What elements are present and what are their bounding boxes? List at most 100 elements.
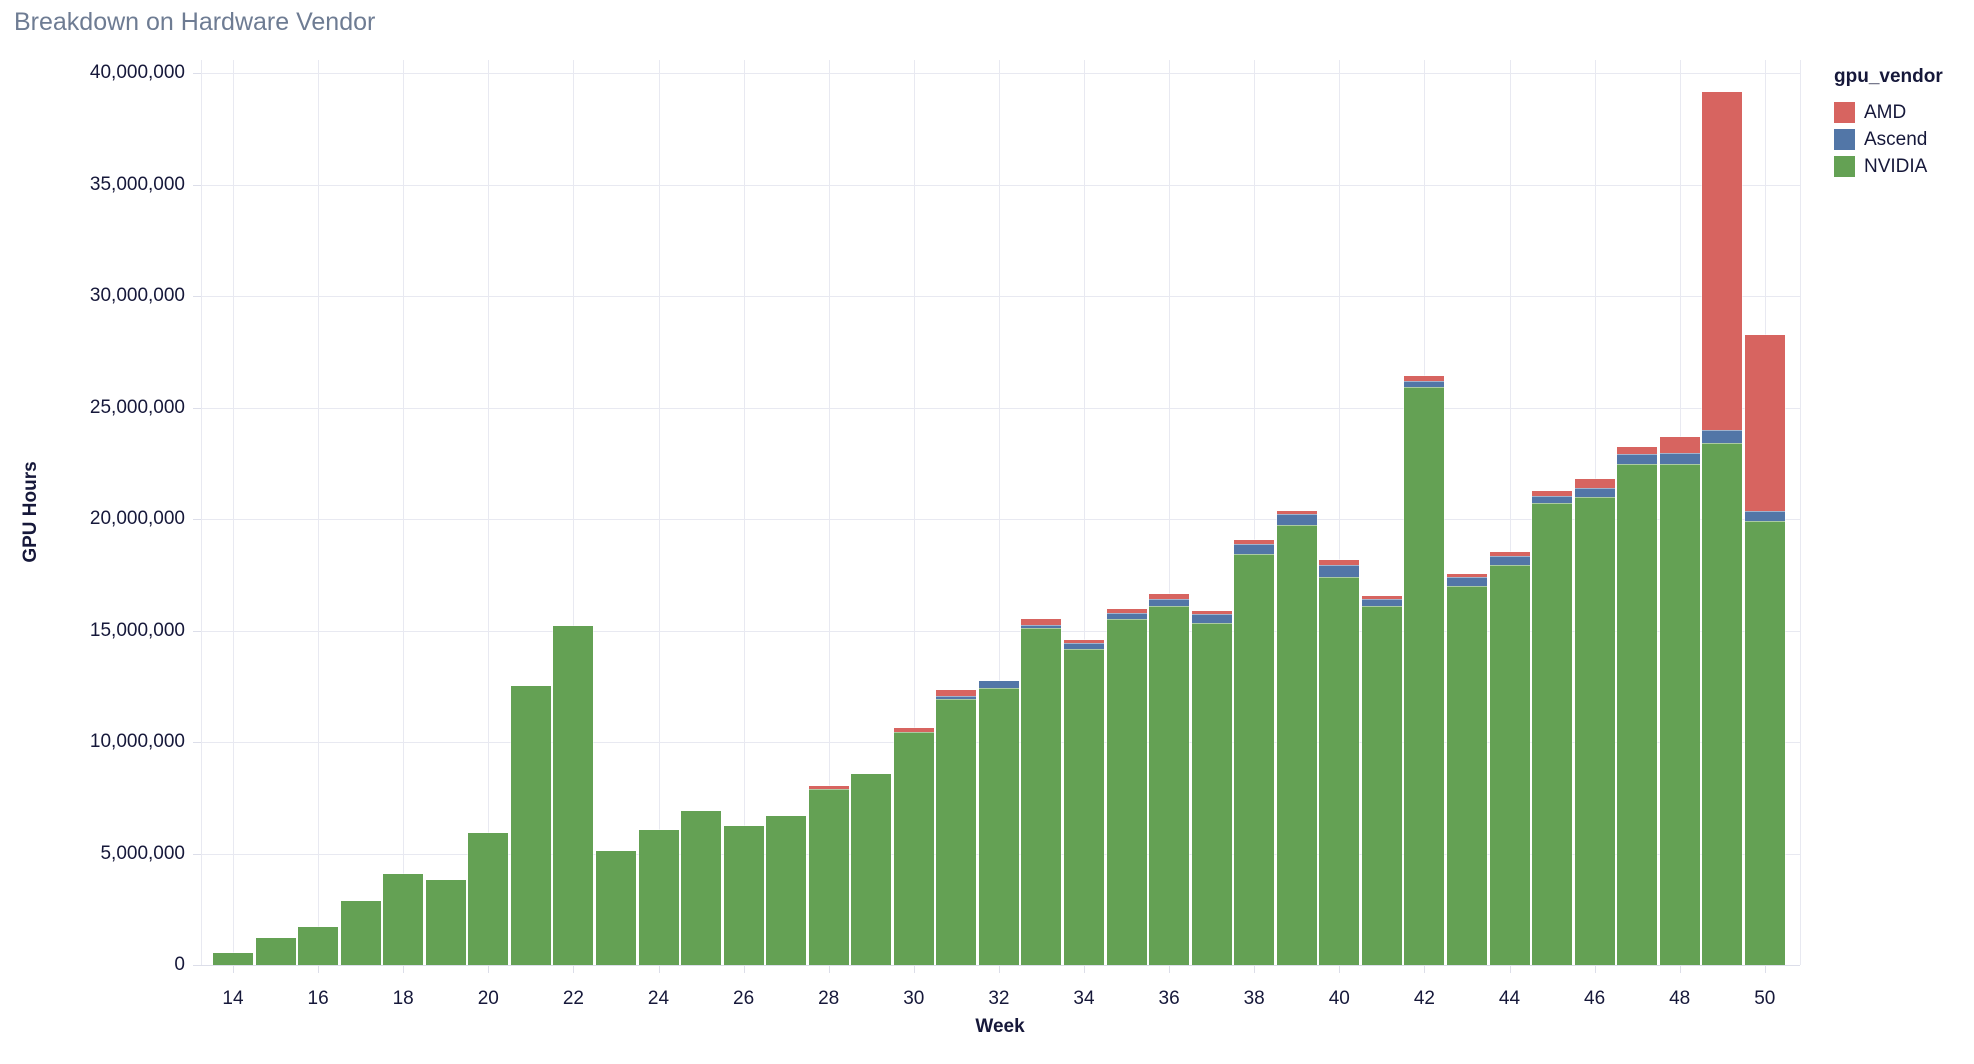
x-tick: [1594, 965, 1596, 973]
bar-segment-amd-week-46[interactable]: [1573, 478, 1616, 489]
bar-segment-nvidia-week-17[interactable]: [339, 900, 382, 966]
bar-segment-amd-week-50[interactable]: [1743, 333, 1786, 513]
bar-segment-nvidia-week-50[interactable]: [1743, 520, 1786, 966]
bar-segment-nvidia-week-30[interactable]: [892, 730, 935, 966]
bar-segment-ascend-week-35[interactable]: [1105, 612, 1148, 621]
bar-segment-nvidia-week-35[interactable]: [1105, 618, 1148, 966]
x-tick: [1509, 965, 1511, 973]
x-tick-label: 20: [477, 988, 499, 1009]
bar-segment-amd-week-49[interactable]: [1701, 91, 1744, 432]
bar-segment-nvidia-week-36[interactable]: [1148, 604, 1191, 966]
bar-segment-amd-week-28[interactable]: [807, 784, 850, 791]
x-tick: [1339, 965, 1341, 973]
x-tick: [1764, 965, 1766, 973]
x-gridline: [913, 60, 915, 965]
bar-segment-amd-week-36[interactable]: [1148, 593, 1191, 600]
bar-segment-nvidia-week-23[interactable]: [594, 850, 637, 966]
bar-segment-amd-week-42[interactable]: [1403, 375, 1446, 382]
bar-segment-nvidia-week-45[interactable]: [1531, 502, 1574, 966]
bar-segment-ascend-week-34[interactable]: [1063, 642, 1105, 651]
bar-segment-ascend-week-36[interactable]: [1148, 597, 1191, 608]
y-tick-label: 0: [174, 954, 185, 975]
bar-segment-nvidia-week-44[interactable]: [1488, 563, 1531, 966]
x-tick: [1424, 965, 1426, 973]
bar-segment-nvidia-week-39[interactable]: [1275, 523, 1318, 966]
bar-segment-nvidia-week-47[interactable]: [1616, 463, 1659, 966]
legend-item-ascend: Ascend: [1834, 129, 1943, 150]
bar-segment-amd-week-38[interactable]: [1233, 539, 1276, 545]
bar-segment-nvidia-week-20[interactable]: [467, 832, 510, 966]
y-gridline: [201, 184, 1800, 186]
bar-segment-nvidia-week-14[interactable]: [212, 951, 254, 966]
y-tick: [193, 965, 201, 966]
bar-segment-amd-week-31[interactable]: [935, 689, 978, 698]
x-tick: [913, 965, 915, 973]
bar-segment-amd-week-45[interactable]: [1531, 489, 1574, 497]
bar-segment-nvidia-week-32[interactable]: [977, 687, 1020, 966]
bar-segment-nvidia-week-46[interactable]: [1573, 495, 1616, 966]
bar-segment-ascend-week-47[interactable]: [1616, 452, 1659, 466]
bar-segment-amd-week-41[interactable]: [1360, 594, 1403, 601]
bar-segment-nvidia-week-26[interactable]: [722, 824, 765, 967]
x-tick: [998, 965, 1000, 973]
bar-segment-amd-week-39[interactable]: [1275, 510, 1318, 515]
bar-segment-ascend-week-45[interactable]: [1531, 494, 1574, 505]
bar-segment-amd-week-30[interactable]: [892, 726, 935, 733]
x-tick-label: 24: [647, 988, 670, 1009]
y-tick-label: 35,000,000: [89, 173, 185, 195]
bar-segment-nvidia-week-38[interactable]: [1233, 552, 1276, 966]
bar-segment-amd-week-40[interactable]: [1318, 558, 1361, 567]
bar-segment-ascend-week-31[interactable]: [935, 695, 978, 700]
y-tick-label: 25,000,000: [89, 396, 185, 418]
bar-segment-nvidia-week-37[interactable]: [1190, 621, 1233, 966]
x-tick: [828, 965, 830, 973]
bar-segment-nvidia-week-29[interactable]: [850, 773, 893, 966]
bar-segment-amd-week-47[interactable]: [1616, 445, 1659, 455]
bar-segment-amd-week-33[interactable]: [1020, 617, 1063, 626]
bar-segment-amd-week-48[interactable]: [1658, 435, 1701, 454]
bar-segment-amd-week-43[interactable]: [1445, 572, 1488, 579]
bar-segment-nvidia-week-49[interactable]: [1701, 442, 1744, 966]
bar-segment-ascend-week-39[interactable]: [1275, 512, 1318, 526]
x-gridline: [1169, 60, 1171, 965]
bar-segment-nvidia-week-42[interactable]: [1403, 386, 1446, 966]
bar-segment-nvidia-week-25[interactable]: [680, 810, 723, 966]
bar-segment-nvidia-week-43[interactable]: [1445, 584, 1488, 966]
bar-segment-nvidia-week-22[interactable]: [552, 625, 595, 966]
bar-segment-amd-week-37[interactable]: [1190, 609, 1233, 616]
bar-segment-ascend-week-49[interactable]: [1701, 429, 1744, 445]
bar-segment-nvidia-week-40[interactable]: [1318, 575, 1361, 966]
bar-segment-nvidia-week-33[interactable]: [1020, 627, 1063, 966]
x-tick-label: 30: [903, 988, 925, 1009]
y-gridline: [201, 519, 1800, 520]
bar-segment-nvidia-week-41[interactable]: [1360, 604, 1403, 966]
bar-segment-ascend-week-46[interactable]: [1573, 486, 1616, 498]
bar-segment-ascend-week-38[interactable]: [1233, 542, 1276, 555]
bar-segment-nvidia-week-18[interactable]: [382, 872, 425, 966]
bar-segment-ascend-week-43[interactable]: [1445, 576, 1488, 587]
bar-segment-nvidia-week-28[interactable]: [807, 788, 850, 966]
bar-segment-amd-week-35[interactable]: [1105, 608, 1148, 615]
y-gridline: [201, 630, 1800, 632]
x-tick-label: 18: [392, 988, 414, 1009]
bar-segment-nvidia-week-48[interactable]: [1658, 463, 1701, 966]
bar-segment-ascend-week-33[interactable]: [1020, 623, 1063, 630]
bar-segment-nvidia-week-21[interactable]: [509, 685, 552, 966]
bar-segment-amd-week-34[interactable]: [1063, 638, 1105, 645]
bar-segment-nvidia-week-19[interactable]: [424, 879, 467, 966]
bar-segment-ascend-week-44[interactable]: [1488, 554, 1531, 566]
bar-segment-nvidia-week-34[interactable]: [1063, 648, 1105, 966]
bar-segment-ascend-week-48[interactable]: [1658, 451, 1701, 466]
bar-segment-ascend-week-41[interactable]: [1360, 598, 1403, 607]
bar-segment-ascend-week-40[interactable]: [1318, 564, 1361, 578]
bar-segment-ascend-week-50[interactable]: [1743, 510, 1786, 523]
bar-segment-ascend-week-42[interactable]: [1403, 379, 1446, 389]
bar-segment-nvidia-week-27[interactable]: [765, 814, 808, 966]
bar-segment-amd-week-44[interactable]: [1488, 551, 1531, 557]
bar-segment-nvidia-week-16[interactable]: [297, 926, 340, 966]
bar-segment-ascend-week-32[interactable]: [977, 680, 1020, 689]
bar-segment-nvidia-week-31[interactable]: [935, 697, 978, 966]
bar-segment-ascend-week-37[interactable]: [1190, 613, 1233, 624]
bar-segment-nvidia-week-24[interactable]: [637, 829, 680, 966]
bar-segment-nvidia-week-15[interactable]: [254, 937, 297, 966]
